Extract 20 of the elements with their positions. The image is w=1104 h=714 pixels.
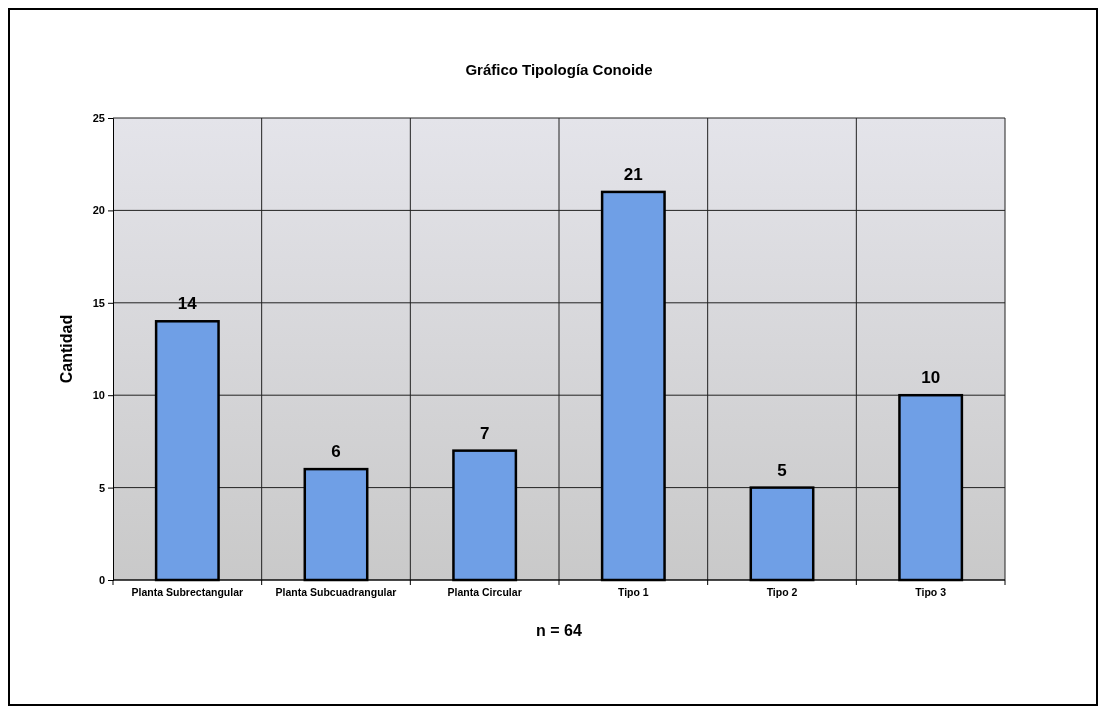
x-tick-label: Tipo 1 [617, 585, 649, 598]
y-tick-label: 0 [98, 574, 105, 587]
x-tick-label: Planta Subcuadrangular [275, 585, 397, 598]
data-label: 21 [623, 164, 643, 184]
x-tick-label: Tipo 3 [915, 585, 947, 598]
y-tick-label: 5 [98, 481, 105, 494]
data-label: 6 [331, 442, 341, 462]
x-axis-title: n = 64 [536, 622, 582, 639]
data-label: 10 [921, 368, 941, 388]
y-axis-title: Cantidad [58, 314, 75, 384]
x-tick-label: Tipo 2 [766, 585, 798, 598]
y-tick-label: 15 [92, 296, 105, 309]
data-label: 5 [777, 460, 787, 480]
y-tick-label: 10 [92, 389, 105, 402]
chart-title: Gráfico Tipología Conoide [465, 61, 653, 78]
data-label: 7 [479, 423, 490, 443]
x-tick-label: Planta Circular [447, 585, 522, 598]
y-tick-label: 25 [92, 112, 105, 125]
x-tick-label: Planta Subrectangular [131, 585, 244, 598]
y-tick-label: 20 [92, 204, 105, 217]
